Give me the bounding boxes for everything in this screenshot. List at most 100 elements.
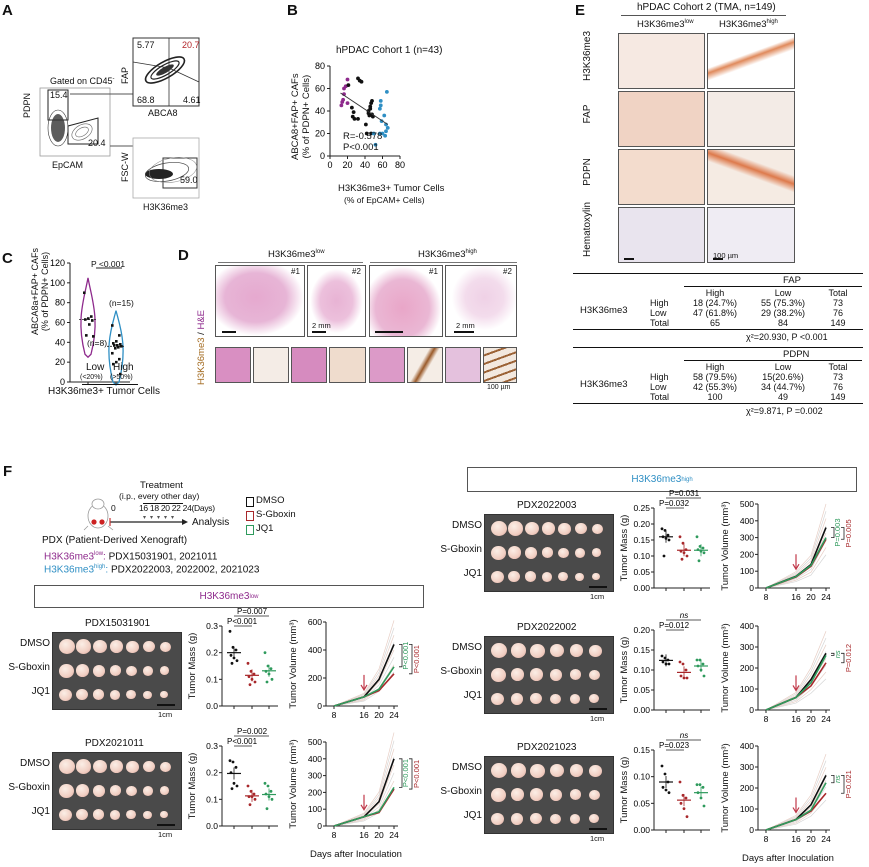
tumor xyxy=(491,521,507,537)
tumor xyxy=(59,663,74,678)
individual-line xyxy=(765,753,827,831)
ihc-image-high xyxy=(707,149,795,205)
tumor xyxy=(507,521,523,536)
table-stat: χ²=9.871, P =0.002 xyxy=(746,406,823,416)
y-tick-label: 60 xyxy=(55,318,65,328)
whole-slide-high-1 xyxy=(369,265,443,337)
y-axis-label-c-line2: (% of PDPN+ Cells) xyxy=(40,251,50,332)
treatment-arrow-head xyxy=(360,804,368,811)
pval-sgboxin: P=0.021 xyxy=(844,770,853,798)
y-tick-label: 300 xyxy=(740,762,754,772)
y-axis-label-c-line1: ABCA8a+FAP+ CAFs xyxy=(30,247,40,335)
tumor xyxy=(575,523,587,535)
tumor xyxy=(160,666,170,676)
data-point-dmso xyxy=(229,653,233,657)
tumor xyxy=(143,810,152,819)
x-tick-label: 8 xyxy=(764,834,769,844)
y-tick-label: 0.1 xyxy=(206,794,218,804)
data-point-dmso xyxy=(666,533,670,537)
tumor xyxy=(510,668,525,682)
data-point xyxy=(90,315,93,318)
col-label-low: H3K36me3low xyxy=(637,19,694,30)
volume-chart: 0 100 200 300 400 500 8 16 20 24 P=0.003 P=0.005 xyxy=(740,499,853,602)
tumor xyxy=(109,689,120,700)
data-point-low xyxy=(339,103,344,108)
ihc-zoom-low-2 xyxy=(329,347,366,383)
y-axis-label-d-ihc: H3K36me3 xyxy=(196,337,207,385)
tumor xyxy=(59,783,74,798)
group-label-low: H3K36me3low xyxy=(268,249,325,260)
tumor xyxy=(530,813,542,825)
y-tick-label: 0.3 xyxy=(206,741,218,751)
x-tick-label: 40 xyxy=(360,160,370,170)
pdx-low-label: H3K36me3 xyxy=(44,551,95,563)
table-cell: 73 xyxy=(832,372,844,382)
y-tick-label: 100 xyxy=(740,684,754,694)
tumor xyxy=(550,788,563,801)
col-label-low-text: H3K36me3 xyxy=(637,19,685,31)
table-bottom-rule xyxy=(573,403,863,405)
tumor xyxy=(75,784,90,798)
data-point-jq1 xyxy=(695,658,699,662)
significance-label-outer: P=0.007 xyxy=(237,607,268,616)
data-point-high xyxy=(377,106,382,111)
tumor-photo xyxy=(52,752,182,830)
scale-bar xyxy=(624,258,634,260)
y-tick-label: 0.00 xyxy=(633,705,650,715)
tumor xyxy=(126,690,136,700)
tumor xyxy=(59,639,75,655)
axis-label-fscw: FSC-W xyxy=(120,152,130,183)
tumor xyxy=(507,570,520,583)
data-point-s-gboxin xyxy=(248,803,252,807)
tumor xyxy=(510,692,523,705)
pval-jq1: ns xyxy=(833,650,842,658)
data-point xyxy=(91,319,94,322)
pdx-high-list: PDX2022003, 2022002, 2021023 xyxy=(110,564,260,576)
tumor xyxy=(160,761,171,772)
y-tick-label: 100 xyxy=(740,566,754,576)
group-header-low: H3K36me3 low xyxy=(34,585,424,608)
row-label-s-gboxin: S-Gboxin xyxy=(440,666,482,677)
tumor xyxy=(75,688,88,701)
legend-label-s-gboxin: S-Gboxin xyxy=(256,509,296,520)
table-row-name: Low xyxy=(650,382,667,392)
x-tick-label: 60 xyxy=(377,160,387,170)
he-zoom-low-2 xyxy=(291,347,327,383)
tumor xyxy=(541,522,555,535)
data-point-s-gboxin xyxy=(678,535,682,539)
data-point-jq1 xyxy=(263,651,267,655)
data-point-high xyxy=(382,113,387,118)
data-point-dmso xyxy=(663,772,667,776)
pdx-title: PDX2022002 xyxy=(517,622,577,633)
tumor xyxy=(550,693,561,704)
tumor xyxy=(510,763,526,778)
tumor xyxy=(550,813,561,824)
y-tick-label: 0.15 xyxy=(633,645,650,655)
treatment-arrow-head xyxy=(792,685,800,692)
bracket-jq1 xyxy=(831,652,835,656)
tumor xyxy=(109,809,120,820)
pval-jq1: P<0.001 xyxy=(401,642,410,670)
treatment-arrow-head xyxy=(792,807,800,814)
he-zoom-high-1 xyxy=(369,347,405,383)
table-cell: 42 (55.3%) xyxy=(692,382,738,392)
row-label-s-gboxin: S-Gboxin xyxy=(440,786,482,797)
y-tick-label: 0 xyxy=(317,821,322,831)
data-point-s-gboxin xyxy=(678,780,682,784)
data-point xyxy=(118,357,121,361)
treatment-arrow-head xyxy=(792,563,800,571)
individual-line xyxy=(765,760,827,831)
tumor xyxy=(126,640,139,653)
y-tick-label: 400 xyxy=(308,754,322,764)
pdx-low-row: H3K36me3low: PDX15031901, 2021011 xyxy=(44,551,218,563)
pval-sgboxin: P<0.001 xyxy=(412,760,421,788)
bracket-jq1 xyxy=(399,758,403,788)
pdx-title: PDX2021011 xyxy=(85,738,144,749)
row-label-dmso: DMSO xyxy=(452,642,482,653)
significance-label-inner: P<0.001 xyxy=(227,617,258,626)
volume-chart: 0 100 200 300 400 500 8 16 20 24 P<0.001 P<0.001 xyxy=(308,732,421,840)
tumor xyxy=(530,643,545,658)
data-point xyxy=(112,362,115,366)
stat-r: R=-0.578 xyxy=(343,131,383,142)
